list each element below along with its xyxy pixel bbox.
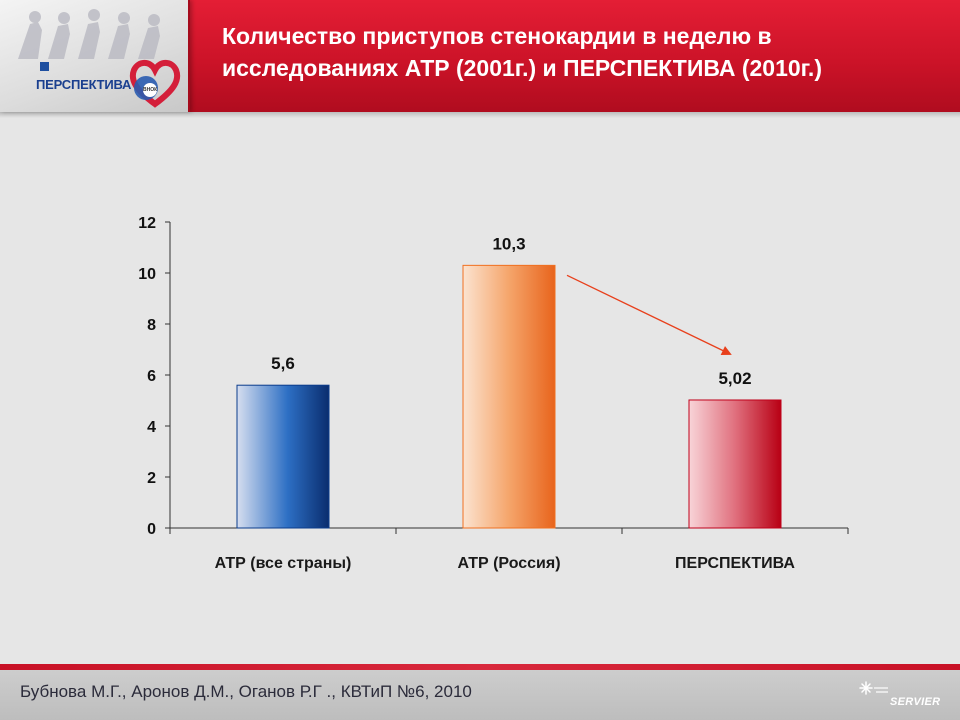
- servier-star-icon: [859, 681, 888, 695]
- y-tick-label: 2: [147, 470, 156, 487]
- y-tick-label: 6: [147, 368, 156, 385]
- bar-value-label: 5,6: [271, 354, 295, 373]
- bar-value-label: 5,02: [718, 369, 751, 388]
- runners-silhouette-icon: [18, 9, 160, 59]
- x-category-label: ПЕРСПЕКТИВА: [675, 555, 795, 572]
- y-tick-label: 12: [138, 215, 156, 232]
- decrease-arrow: [566, 274, 732, 356]
- slide-title: Количество приступов стенокардии в недел…: [222, 23, 822, 81]
- footer-accent-line: [0, 664, 960, 670]
- y-tick-label: 8: [147, 317, 156, 334]
- bar-value-label: 10,3: [492, 234, 525, 253]
- bar: [236, 384, 330, 529]
- bar-chart: 0 2 4 6 8 10 12 5,6 АТР (все страны) 10,3 АТР (Ро…: [138, 215, 849, 572]
- logo-panel: ПЕРСПЕКТИВА ВНОК: [0, 0, 190, 112]
- logo-text: ПЕРСПЕКТИВА: [36, 77, 132, 92]
- citation-text: Бубнова М.Г., Аронов Д.М., Оганов Р.Г .,…: [20, 682, 472, 701]
- y-tick-label: 10: [138, 266, 156, 283]
- servier-brand-text: SERVIER: [890, 696, 941, 708]
- bar: [688, 399, 782, 529]
- y-tick-label: 0: [147, 521, 156, 538]
- bar: [462, 264, 556, 529]
- footer-bar: [0, 664, 960, 720]
- logo-square: [40, 62, 49, 71]
- heart-logo-icon: [129, 59, 181, 108]
- y-tick-label: 4: [147, 419, 156, 436]
- x-category-label: АТР (Россия): [457, 555, 560, 572]
- logo-badge-label: ВНОК: [143, 87, 158, 93]
- x-category-label: АТР (все страны): [215, 555, 352, 572]
- header-shadow: [0, 112, 960, 118]
